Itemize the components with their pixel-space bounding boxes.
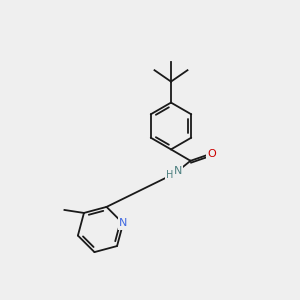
Text: O: O	[207, 149, 216, 159]
Text: N: N	[174, 166, 182, 176]
Text: H: H	[166, 170, 173, 180]
Text: N: N	[119, 218, 127, 228]
